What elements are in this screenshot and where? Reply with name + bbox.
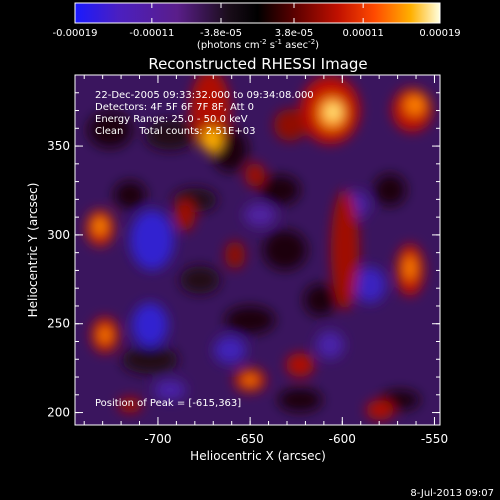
info-time: 22-Dec-2005 09:33:32.000 to 09:34:08.000 xyxy=(95,90,314,101)
colorbar-tick-label: 3.8e-05 xyxy=(275,28,313,39)
rhessi-image xyxy=(75,75,440,425)
info-detectors: Detectors: 4F 5F 6F 7F 8F, Att 0 xyxy=(95,102,254,113)
info-counts: Clean Total counts: 2.51E+03 xyxy=(95,126,255,137)
y-tick-label: 300 xyxy=(47,228,70,242)
x-tick-label: -600 xyxy=(329,432,356,446)
x-axis-ticks: -700 -650 -600 -550 xyxy=(83,75,448,446)
x-axis-label: Heliocentric X (arcsec) xyxy=(190,449,326,463)
peak-position: Position of Peak = [-615,363] xyxy=(95,398,241,409)
info-energy: Energy Range: 25.0 - 50.0 keV xyxy=(95,114,248,125)
colorbar-tick-label: -0.00019 xyxy=(53,28,98,39)
colorbar-units: (photons cm-2 s-1 asec-2) xyxy=(197,38,319,51)
colorbar-ticks: -0.00019 -0.00011 -3.8e-05 3.8e-05 0.00011 0.… xyxy=(53,3,461,39)
x-tick-label: -550 xyxy=(421,432,448,446)
y-tick-label: 250 xyxy=(47,317,70,331)
colorbar-tick-label: -3.8e-05 xyxy=(200,28,242,39)
plot-title: Reconstructed RHESSI Image xyxy=(148,55,367,73)
info-block: 22-Dec-2005 09:33:32.000 to 09:34:08.000… xyxy=(95,90,314,137)
timestamp: 8-Jul-2013 09:07 xyxy=(410,488,494,499)
x-tick-label: -650 xyxy=(237,432,264,446)
colorbar xyxy=(74,2,441,24)
y-axis-label: Heliocentric Y (arcsec) xyxy=(26,183,40,318)
colorbar-tick-label: -0.00011 xyxy=(129,28,174,39)
colorbar-tick-label: 0.00019 xyxy=(419,28,460,39)
plot-frame xyxy=(74,74,441,426)
y-tick-label: 350 xyxy=(47,139,70,153)
colorbar-tick-label: 0.00011 xyxy=(342,28,383,39)
x-tick-label: -700 xyxy=(144,432,171,446)
y-tick-label: 200 xyxy=(47,406,70,420)
y-axis-ticks: 200 250 300 350 xyxy=(47,74,440,420)
